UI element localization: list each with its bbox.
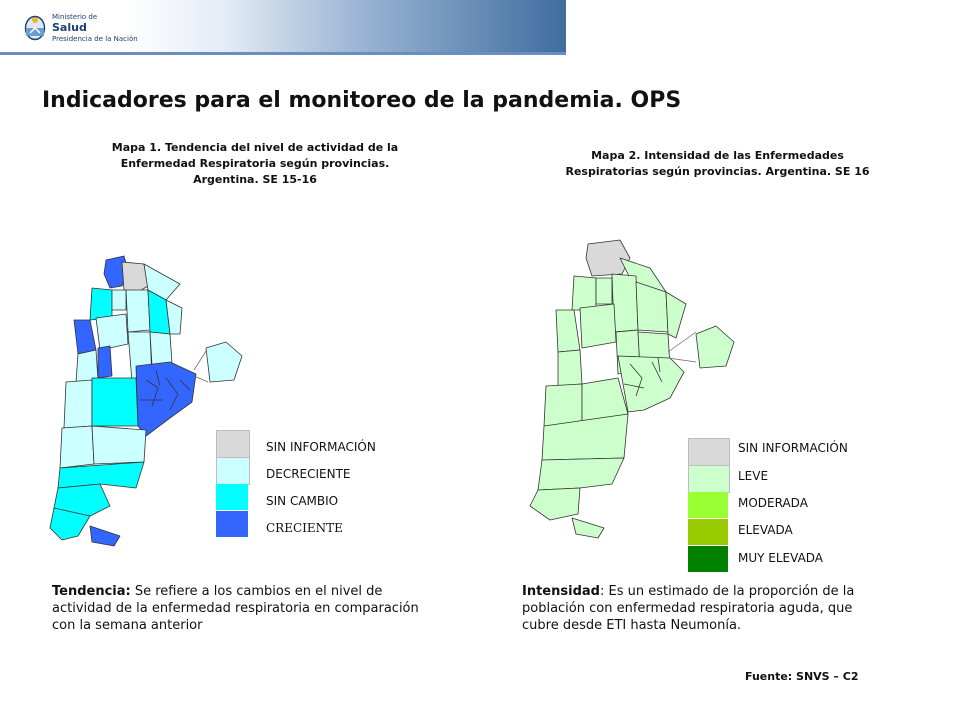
legend-swatch-elevada [688, 519, 728, 545]
province-catamarca [89, 287, 113, 321]
province-entre-rios [149, 331, 173, 367]
legend-label-sin-informacion: SIN INFORMACIÓN [266, 440, 376, 454]
legend-swatch-muy-elevada [688, 546, 728, 572]
province-la-rioja [555, 309, 581, 353]
page-title: Indicadores para el monitoreo de la pand… [42, 88, 682, 113]
province-cordoba-north [579, 303, 617, 349]
province-buenos-aires [135, 361, 197, 437]
province-la-rioja [73, 319, 97, 355]
province-chubut [537, 457, 625, 491]
legend-swatch-sin-informacion [216, 430, 250, 458]
province-tierra-del-fuego [89, 525, 121, 547]
province-rio-negro [57, 461, 145, 489]
province-buenos-aires [617, 355, 685, 413]
province-neuquen [59, 425, 95, 469]
province-tucuman [111, 289, 127, 311]
map1-title-line: Enfermedad Respiratoria según provincias… [120, 157, 390, 170]
province-catamarca [571, 275, 597, 311]
map2-title-line: Mapa 2. Intensidad de las Enfermedades [591, 149, 844, 162]
map1-legend: SIN INFORMACIÓN DECRECIENTE SIN CAMBIO C… [216, 430, 416, 540]
legend-swatch-leve [688, 465, 730, 493]
province-san-juan [557, 349, 583, 387]
province-mendoza [63, 379, 93, 429]
legend-label-muy-elevada: MUY ELEVADA [738, 551, 824, 565]
caba-inset [695, 325, 735, 369]
province-san-juan [75, 349, 99, 383]
legend-swatch-decreciente [216, 457, 250, 485]
header-stripe [0, 52, 566, 55]
province-tucuman [595, 277, 613, 305]
legend-label-elevada: ELEVADA [738, 523, 793, 537]
caba-inset [205, 341, 243, 383]
province-salta-jujuy [585, 239, 631, 277]
province-misiones [665, 291, 687, 339]
intensidad-text: : Es un estimado de la proporción de la … [522, 584, 855, 633]
legend-label-decreciente: DECRECIENTE [266, 467, 351, 481]
province-san-luis [97, 345, 113, 379]
legend-label-leve: LEVE [738, 469, 769, 483]
intensidad-term: Intensidad [522, 584, 600, 599]
province-misiones-corrientes [165, 299, 183, 335]
tendencia-note: Tendencia: Se refiere a los cambios en e… [52, 583, 422, 634]
map2-argentina [529, 239, 735, 539]
province-santiago [611, 273, 639, 333]
province-santa-cruz [529, 487, 581, 521]
argentina-seal-icon [24, 15, 46, 41]
legend-swatch-moderada [688, 492, 728, 518]
map1-title: Mapa 1. Tendencia del nivel de actividad… [90, 140, 420, 188]
legend-label-sin-cambio: SIN CAMBIO [266, 494, 339, 508]
tendencia-term: Tendencia: [52, 584, 131, 599]
logo-line2: Salud [52, 21, 87, 34]
source-credit: Fuente: SNVS – C2 [745, 670, 859, 683]
tendencia-text: Se refiere a los cambios en el nivel de … [52, 584, 419, 633]
province-mendoza [543, 383, 583, 427]
province-santiago [125, 289, 151, 333]
map2-legend: SIN INFORMACIÓN LEVE MODERADA ELEVADA MU… [688, 438, 888, 572]
legend-swatch-creciente [216, 511, 248, 537]
header-banner [0, 0, 566, 55]
map2-title: Mapa 2. Intensidad de las Enfermedades R… [525, 148, 910, 180]
legend-label-sin-informacion: SIN INFORMACIÓN [738, 441, 848, 455]
province-cordoba [91, 377, 139, 427]
province-la-pampa [91, 425, 147, 465]
province-cordoba-north [95, 313, 129, 351]
map1-title-line: Argentina. SE 15-16 [193, 173, 317, 186]
logo-line1: Ministerio de [52, 13, 98, 21]
legend-label-moderada: MODERADA [738, 496, 808, 510]
logo-line3: Presidencia de la Nación [52, 35, 138, 43]
intensidad-note: Intensidad: Es un estimado de la proporc… [522, 583, 867, 634]
legend-swatch-sin-cambio [216, 484, 248, 510]
legend-label-creciente: CRECIENTE [266, 521, 343, 535]
province-tierra-del-fuego [571, 517, 605, 539]
map2-title-line: Respiratorias según provincias. Argentin… [565, 165, 870, 178]
province-salta [121, 261, 149, 293]
ministry-logo: Ministerio de Salud Presidencia de la Na… [52, 12, 138, 44]
map1-title-line: Mapa 1. Tendencia del nivel de actividad… [111, 141, 399, 154]
map1-argentina [49, 255, 243, 547]
legend-swatch-sin-informacion [688, 438, 730, 466]
province-santa-cruz [49, 507, 91, 541]
